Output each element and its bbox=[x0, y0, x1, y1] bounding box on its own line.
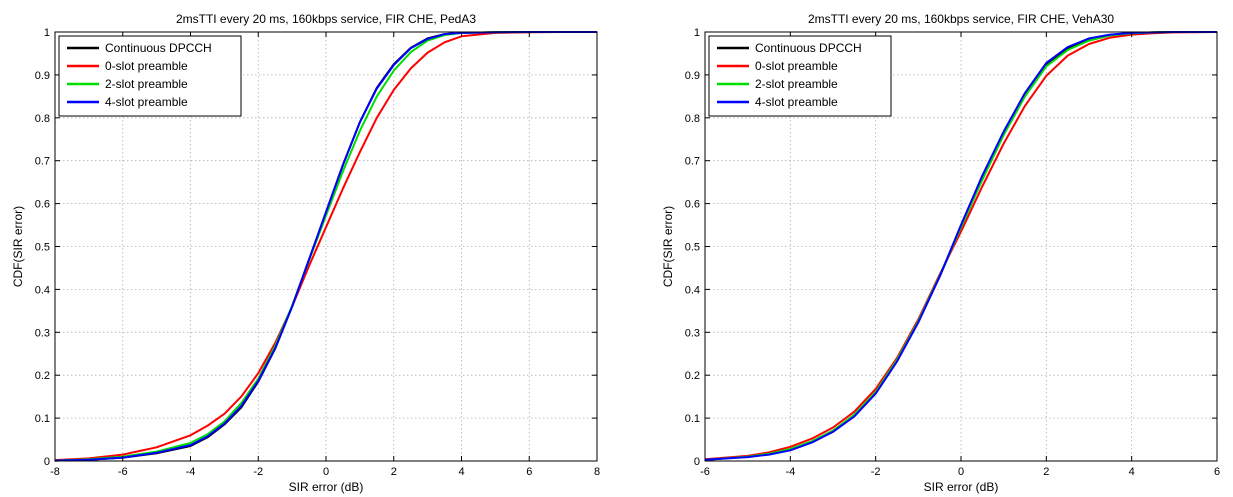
x-tick-label: -8 bbox=[50, 466, 60, 478]
x-tick-label: 8 bbox=[594, 466, 600, 478]
y-tick-label: 0.3 bbox=[685, 327, 700, 339]
x-tick-label: -2 bbox=[253, 466, 263, 478]
x-tick-label: -2 bbox=[871, 466, 881, 478]
y-tick-label: 0.1 bbox=[685, 413, 700, 425]
y-axis-label: CDF(SIR error) bbox=[11, 206, 25, 287]
y-tick-label: 0.1 bbox=[35, 413, 50, 425]
y-tick-label: 1 bbox=[44, 27, 50, 39]
legend: Continuous DPCCH 0-slot preamble 2-slot pr… bbox=[708, 35, 892, 117]
y-tick-label: 0.8 bbox=[35, 113, 50, 125]
x-tick-label: 4 bbox=[1129, 466, 1135, 478]
y-tick-label: 0.4 bbox=[35, 284, 50, 296]
x-tick-label: 4 bbox=[458, 466, 464, 478]
y-tick-label: 0.7 bbox=[685, 156, 700, 168]
x-tick-label: 0 bbox=[958, 466, 964, 478]
y-tick-label: 0.9 bbox=[685, 70, 700, 82]
legend: Continuous DPCCH 0-slot preamble 2-slot pr… bbox=[58, 35, 242, 117]
y-axis-label: CDF(SIR error) bbox=[661, 206, 675, 287]
y-tick-label: 0.4 bbox=[685, 284, 700, 296]
x-tick-label: 2 bbox=[1043, 466, 1049, 478]
y-tick-label: 0.6 bbox=[35, 199, 50, 211]
legend-label: Continuous DPCCH bbox=[105, 41, 212, 55]
x-tick-label: 0 bbox=[323, 466, 329, 478]
legend-label: 2-slot preamble bbox=[105, 77, 188, 91]
series-line-slot0 bbox=[704, 31, 1218, 461]
x-tick-label: -4 bbox=[186, 466, 196, 478]
x-tick-label: -6 bbox=[118, 466, 128, 478]
series-line-slot4 bbox=[704, 31, 1217, 461]
x-axis-label: SIR error (dB) bbox=[924, 480, 999, 494]
chart-title: 2msTTI every 20 ms, 160kbps service, FIR… bbox=[808, 12, 1114, 26]
chart-veha30: -6 -4 -2 0 2 4 6 0 0.1 0.2 0.3 0.4 0.5 0.6 0.7 0.8 0.9 1 2… bbox=[661, 12, 1220, 494]
chart-peda3: -8 -6 -4 -2 0 2 4 6 8 0 0.1 0.2 0.3 0.4 0.5 0.6 0.7 0.8 0.… bbox=[11, 12, 600, 494]
x-tick-label: -4 bbox=[785, 466, 795, 478]
y-tick-label: 0.6 bbox=[685, 199, 700, 211]
chart-title: 2msTTI every 20 ms, 160kbps service, FIR… bbox=[176, 12, 476, 26]
y-tick-label: 0.8 bbox=[685, 113, 700, 125]
legend-label: 2-slot preamble bbox=[755, 77, 838, 91]
x-tick-label: -6 bbox=[700, 466, 710, 478]
y-tick-label: 0 bbox=[44, 456, 50, 468]
y-tick-label: 0.5 bbox=[35, 242, 50, 254]
x-axis-label: SIR error (dB) bbox=[289, 480, 364, 494]
legend-label: 0-slot preamble bbox=[105, 59, 188, 73]
y-tick-label: 0 bbox=[694, 456, 700, 468]
y-tick-label: 0.7 bbox=[35, 156, 50, 168]
legend-label: 4-slot preamble bbox=[755, 95, 838, 109]
y-tick-label: 1 bbox=[694, 27, 700, 39]
x-tick-label: 2 bbox=[391, 466, 397, 478]
y-tick-label: 0.3 bbox=[35, 327, 50, 339]
y-tick-label: 0.2 bbox=[35, 370, 50, 382]
legend-label: Continuous DPCCH bbox=[755, 41, 862, 55]
legend-label: 4-slot preamble bbox=[105, 95, 188, 109]
x-tick-label: 6 bbox=[526, 466, 532, 478]
y-tick-label: 0.2 bbox=[685, 370, 700, 382]
y-tick-label: 0.9 bbox=[35, 70, 50, 82]
x-tick-label: 6 bbox=[1214, 466, 1220, 478]
y-tick-label: 0.5 bbox=[685, 242, 700, 254]
legend-label: 0-slot preamble bbox=[755, 59, 838, 73]
